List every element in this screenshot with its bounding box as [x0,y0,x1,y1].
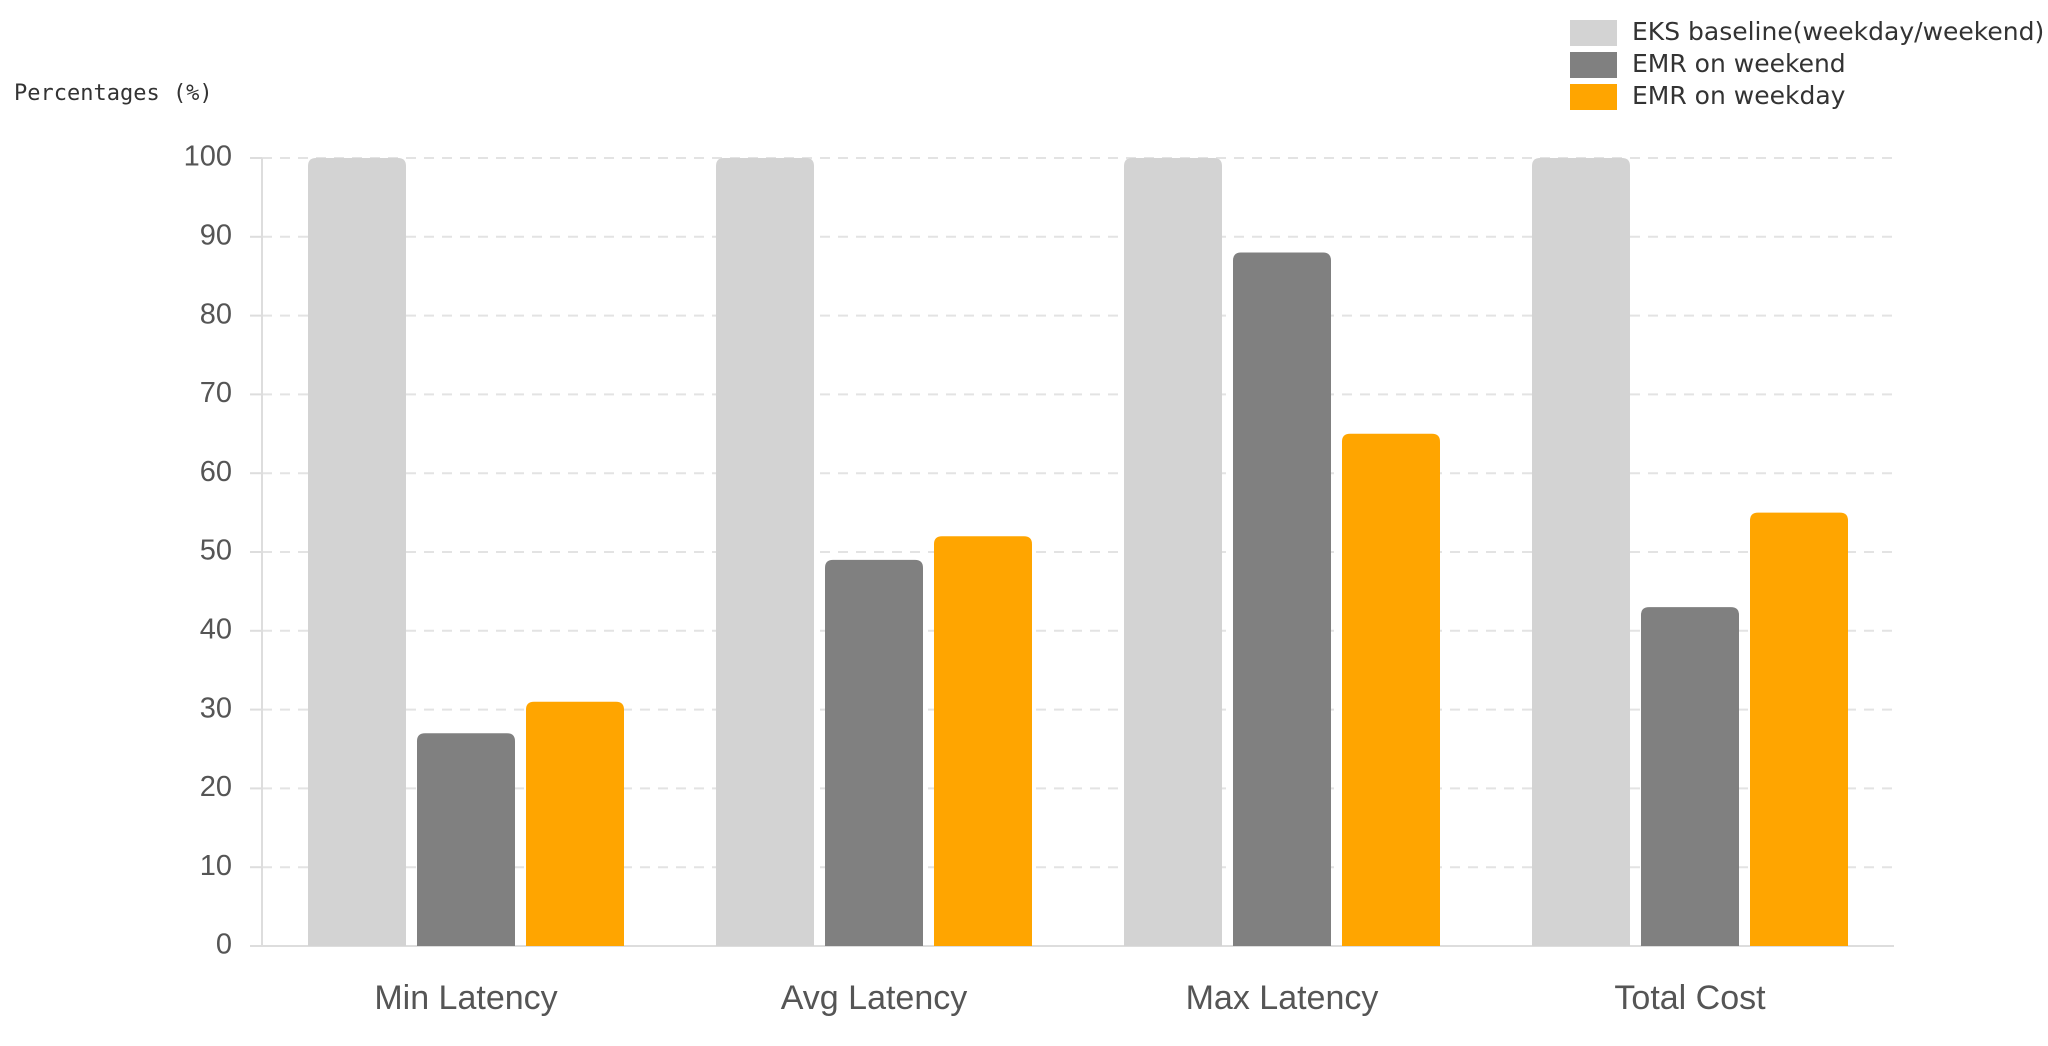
legend-swatch [1570,20,1617,46]
bar [1750,512,1848,946]
legend-swatch [1570,84,1617,110]
legend-label: EKS baseline(weekday/weekend) [1632,17,2044,46]
y-tick-label: 80 [200,298,232,330]
legend-label: EMR on weekend [1632,49,1846,78]
bar [1641,607,1739,946]
x-tick-label: Total Cost [1614,979,1766,1017]
y-tick-label: 0 [216,929,232,961]
y-tick-label: 60 [200,456,232,488]
bar [526,701,624,946]
y-axis-label: Percentages (%) [14,81,213,106]
y-tick-label: 40 [200,613,232,645]
bar [417,733,515,946]
x-tick-label: Min Latency [374,979,557,1017]
bar [1532,158,1630,946]
bar [1124,158,1222,946]
bar [308,158,406,946]
bar [934,536,1032,946]
y-tick-label: 100 [184,141,232,173]
y-tick-label: 20 [200,771,232,803]
bar [1233,252,1331,946]
legend-swatch [1570,52,1617,78]
y-tick-label: 10 [200,850,232,882]
bar [716,158,814,946]
y-tick-label: 90 [200,219,232,251]
x-tick-label: Max Latency [1186,979,1379,1017]
legend-label: EMR on weekday [1632,81,1846,110]
y-tick-label: 30 [200,692,232,724]
y-tick-label: 50 [200,535,232,567]
x-tick-label: Avg Latency [781,979,968,1017]
bar [1342,433,1440,946]
bar [825,559,923,946]
y-tick-label: 70 [200,377,232,409]
